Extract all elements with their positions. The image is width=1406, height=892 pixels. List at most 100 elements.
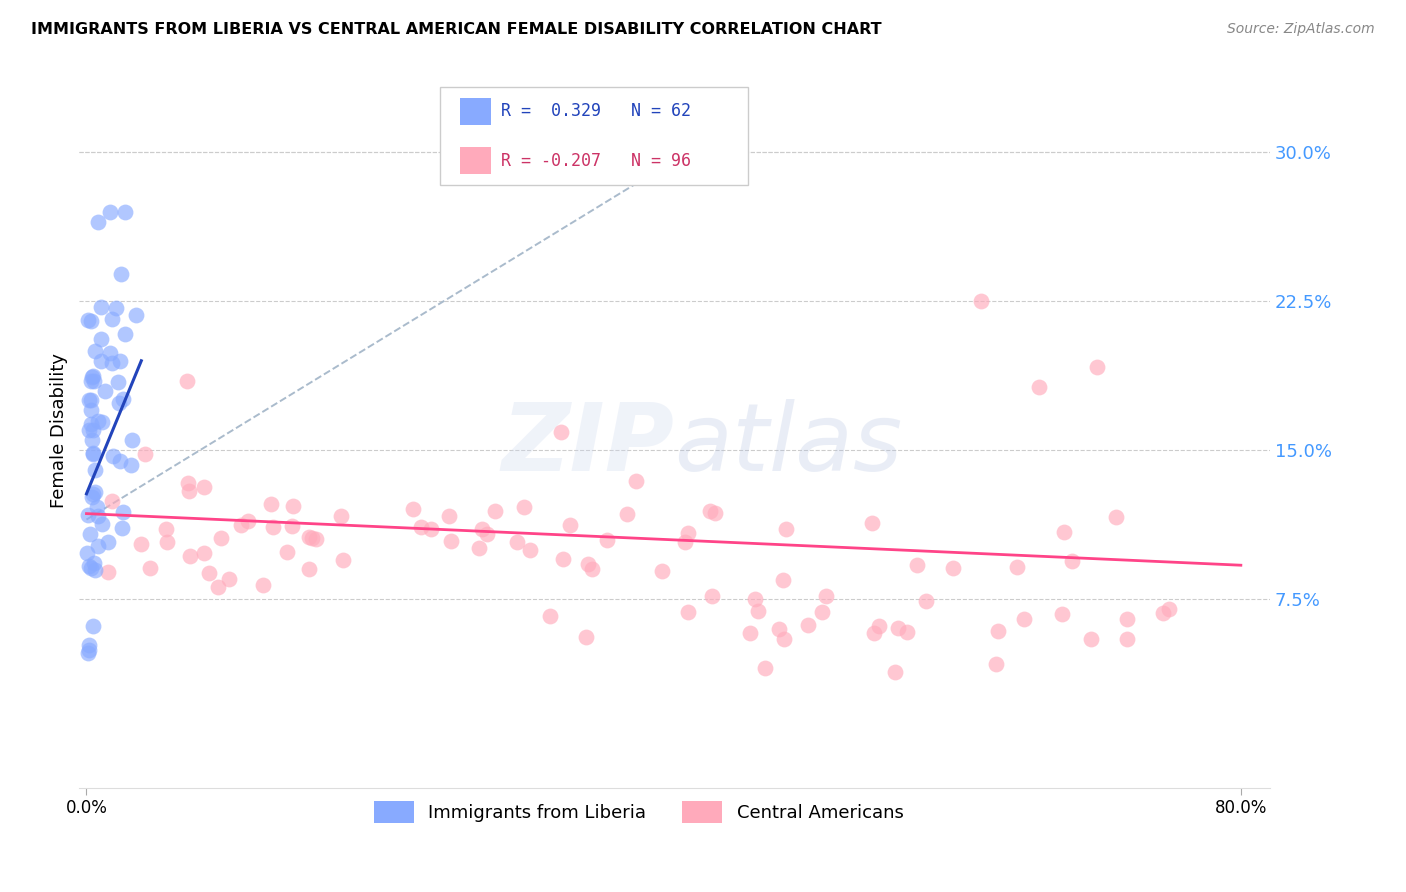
Point: [676, 525, 699, 540]
Point: [1115, 612, 1137, 626]
Point: [747, 604, 769, 618]
Point: [76, 313, 98, 327]
Point: [678, 605, 700, 619]
Point: [156, 534, 179, 549]
Point: [177, 484, 200, 499]
Point: [90, 415, 112, 429]
Point: [471, 522, 494, 536]
Point: [651, 564, 673, 578]
Point: [90, 353, 112, 368]
Point: [675, 535, 697, 549]
Point: [797, 617, 820, 632]
Point: [260, 497, 283, 511]
Y-axis label: Female Disability: Female Disability: [51, 352, 67, 508]
Point: [276, 545, 298, 559]
Point: [538, 608, 561, 623]
Point: [84, 343, 107, 358]
Point: [560, 518, 582, 533]
Point: [236, 514, 259, 528]
Point: [437, 508, 460, 523]
Point: [740, 625, 762, 640]
Point: [553, 552, 575, 566]
Point: [887, 621, 910, 635]
Point: [176, 374, 198, 388]
Point: [505, 534, 527, 549]
Point: [86, 500, 108, 514]
Point: [87, 215, 110, 229]
Point: [863, 626, 886, 640]
Point: [82, 618, 104, 632]
Point: [298, 562, 321, 576]
Point: [77, 643, 100, 657]
Point: [700, 589, 723, 603]
Point: [775, 522, 797, 536]
Text: Source: ZipAtlas.com: Source: ZipAtlas.com: [1227, 22, 1375, 37]
Point: [104, 301, 127, 315]
Point: [83, 557, 105, 571]
Point: [87, 509, 110, 524]
Point: [101, 356, 124, 370]
Point: [575, 630, 598, 644]
Point: [519, 543, 541, 558]
Point: [905, 558, 928, 573]
Point: [984, 657, 1007, 672]
Point: [624, 475, 647, 489]
Point: [193, 546, 215, 560]
Point: [110, 267, 132, 281]
Point: [883, 665, 905, 680]
Point: [77, 508, 100, 522]
Point: [121, 434, 143, 448]
Point: [704, 506, 727, 520]
Point: [80, 393, 103, 408]
Point: [77, 646, 100, 660]
Point: [1157, 602, 1180, 616]
Point: [420, 522, 443, 536]
Point: [129, 537, 152, 551]
Point: [811, 605, 834, 619]
Point: [80, 375, 103, 389]
Point: [942, 561, 965, 575]
Text: atlas: atlas: [675, 399, 903, 490]
Point: [970, 294, 993, 309]
Text: R =  0.329   N = 62: R = 0.329 N = 62: [501, 103, 690, 120]
Point: [83, 563, 105, 577]
Point: [82, 447, 104, 461]
Point: [87, 540, 110, 554]
Point: [896, 625, 918, 640]
Point: [699, 504, 721, 518]
Point: [1105, 510, 1128, 524]
Point: [80, 417, 103, 431]
Point: [91, 516, 114, 531]
Point: [596, 533, 619, 548]
Point: [107, 375, 129, 389]
Point: [176, 476, 198, 491]
Point: [108, 396, 131, 410]
Point: [80, 561, 103, 575]
Point: [1005, 560, 1028, 574]
Point: [1028, 379, 1050, 393]
Point: [207, 580, 229, 594]
Point: [101, 494, 124, 508]
Point: [155, 522, 177, 536]
Point: [111, 505, 134, 519]
Point: [581, 562, 603, 576]
Point: [120, 458, 142, 472]
Point: [550, 425, 572, 439]
Point: [79, 558, 101, 573]
Point: [1050, 607, 1073, 621]
Point: [1060, 553, 1083, 567]
Point: [80, 314, 103, 328]
Point: [193, 480, 215, 494]
Point: [301, 532, 323, 546]
Point: [114, 326, 136, 341]
Point: [252, 578, 274, 592]
Point: [111, 392, 134, 407]
Point: [138, 560, 160, 574]
Text: IMMIGRANTS FROM LIBERIA VS CENTRAL AMERICAN FEMALE DISABILITY CORRELATION CHART: IMMIGRANTS FROM LIBERIA VS CENTRAL AMERI…: [31, 22, 882, 37]
Point: [1080, 632, 1102, 646]
Text: R = -0.207   N = 96: R = -0.207 N = 96: [501, 152, 690, 169]
Point: [914, 594, 936, 608]
Point: [1053, 524, 1076, 539]
Point: [98, 346, 121, 360]
Point: [475, 527, 498, 541]
